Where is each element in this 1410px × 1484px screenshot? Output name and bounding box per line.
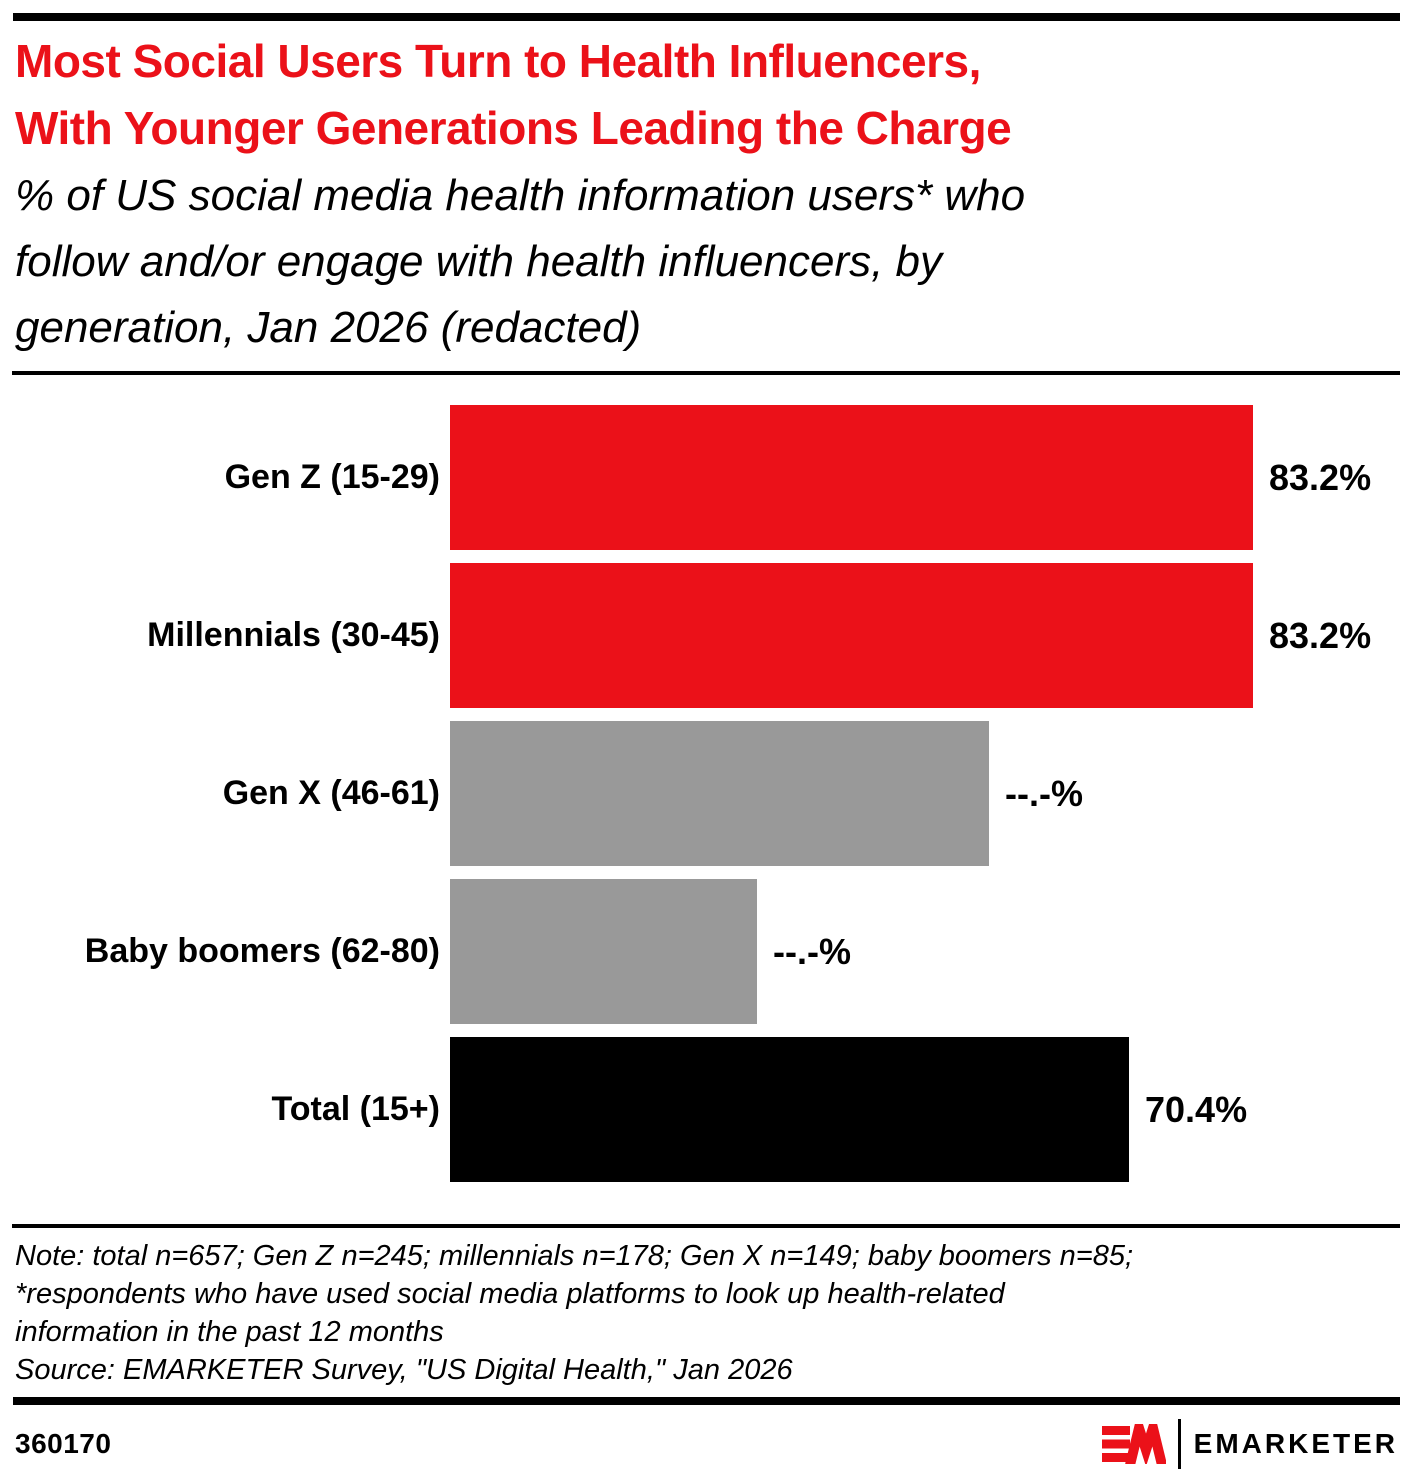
category-label: Baby boomers (62-80) [84, 932, 440, 970]
note-divider [12, 1224, 1400, 1228]
bar-chart: Gen Z (15-29) 83.2% Millennials (30-45) 83.… [0, 405, 1410, 1195]
chart-title: Most Social Users Turn to Health Influen… [15, 28, 1400, 162]
note-line-1: Note: total n=657; Gen Z n=245; millenni… [15, 1240, 1134, 1272]
chart-row: Gen X (46-61) --.-% [0, 721, 1410, 866]
logo-divider [1177, 1419, 1181, 1469]
chart-row: Gen Z (15-29) 83.2% [0, 405, 1410, 550]
em-monogram-icon [1101, 1424, 1166, 1464]
source-line: Source: EMARKETER Survey, "US Digital He… [15, 1354, 793, 1386]
footer-divider [13, 1397, 1400, 1405]
bar-redacted [450, 721, 989, 866]
footer: 360170 EMARKETER [15, 1414, 1398, 1474]
category-label: Gen Z (15-29) [224, 458, 440, 496]
bar-track: --.-% [450, 879, 1410, 1024]
chart-subtitle-line-2: follow and/or engage with health influen… [15, 237, 943, 286]
bar-track: 83.2% [450, 563, 1410, 708]
bar-track: 70.4% [450, 1037, 1410, 1182]
bar-redacted [450, 879, 757, 1024]
chart-title-line-1: Most Social Users Turn to Health Influen… [15, 35, 981, 87]
chart-id: 360170 [15, 1428, 112, 1459]
value-label: --.-% [773, 930, 851, 972]
bar-value [450, 563, 1253, 708]
note-line-2: *respondents who have used social media … [15, 1278, 1005, 1310]
chart-subtitle-line-1: % of US social media health information … [15, 171, 1026, 220]
chart-row: Total (15+) 70.4% [0, 1037, 1410, 1182]
bar-value [450, 1037, 1129, 1182]
top-rule [13, 13, 1400, 21]
chart-subtitle-line-3: generation, Jan 2026 (redacted) [15, 303, 642, 352]
category-label: Total (15+) [271, 1090, 440, 1128]
value-label: 70.4% [1145, 1088, 1248, 1130]
bar-track: --.-% [450, 721, 1410, 866]
note-block: Note: total n=657; Gen Z n=245; millenni… [15, 1237, 1405, 1389]
value-label: --.-% [1005, 772, 1083, 814]
chart-row: Millennials (30-45) 83.2% [0, 563, 1410, 708]
bar-value [450, 405, 1253, 550]
note-line-3: information in the past 12 months [15, 1316, 444, 1348]
chart-row: Baby boomers (62-80) --.-% [0, 879, 1410, 1024]
value-label: 83.2% [1269, 614, 1372, 656]
value-label: 83.2% [1269, 456, 1372, 498]
emarketer-logo: EMARKETER [1101, 1419, 1398, 1469]
chart-title-line-2: With Younger Generations Leading the Cha… [15, 102, 1012, 154]
category-label: Millennials (30-45) [147, 616, 440, 654]
chart-subtitle: % of US social media health information … [15, 163, 1405, 361]
brand-wordmark: EMARKETER [1193, 1428, 1398, 1459]
bar-track: 83.2% [450, 405, 1410, 550]
header-divider [12, 371, 1400, 375]
category-label: Gen X (46-61) [222, 774, 440, 812]
